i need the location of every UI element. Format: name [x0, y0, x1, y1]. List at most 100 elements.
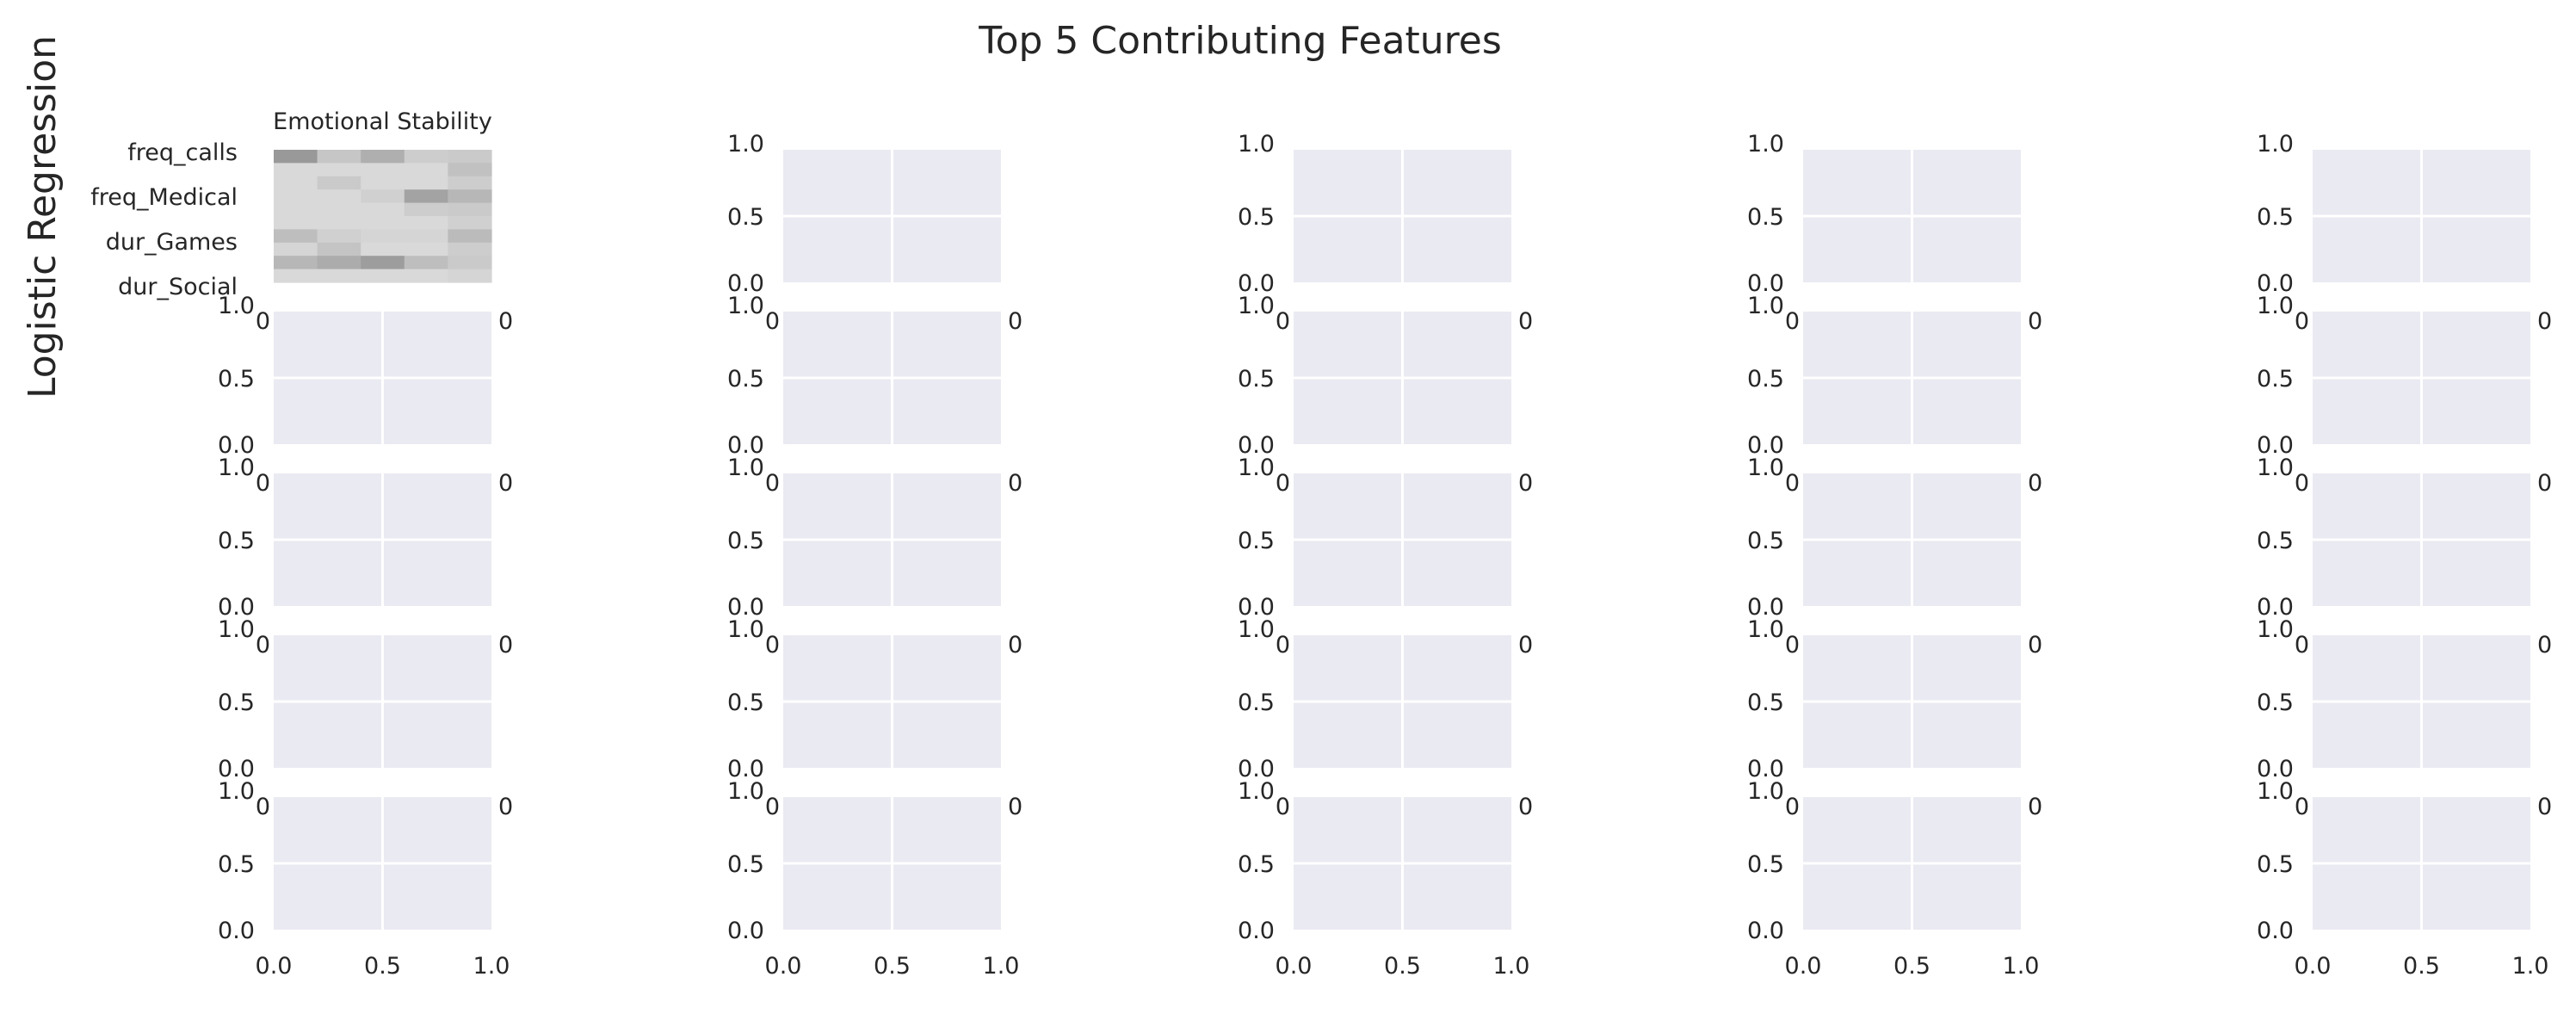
heatmap-cell	[404, 229, 448, 244]
heatmap-cell	[404, 150, 448, 164]
x-tick-label-truncated: 0	[498, 632, 513, 658]
y-tick-label: 0.5	[727, 366, 764, 393]
y-tick-label: 1.0	[2257, 293, 2294, 319]
y-tick-label: 0.5	[1747, 851, 1784, 878]
heatmap-cell	[448, 269, 492, 283]
panel-r3-c5: 0.00.51.00 0	[2257, 454, 2552, 621]
panel-r1-c2: 0.0 0.5 1.0	[727, 131, 1001, 297]
heatmap-cell	[448, 216, 492, 230]
heatmap-y-tick-label: dur_Social	[118, 274, 238, 300]
heatmap-cell	[404, 176, 448, 190]
heatmap-cell	[361, 189, 405, 204]
x-tick-label-truncated: 0	[1008, 308, 1022, 335]
x-tick-label-truncated: 0	[1785, 794, 1800, 820]
panel-r4-c4: 0.00.51.00 0	[1747, 616, 2042, 782]
x-tick-label: 1.0	[2512, 953, 2549, 980]
y-tick-label: 0.0	[2257, 270, 2294, 297]
y-tick-label: 0.0	[1238, 918, 1275, 944]
x-tick-label-truncated: 0	[1518, 794, 1533, 820]
x-tick-label-truncated: 0	[2295, 308, 2309, 335]
heatmap-cell	[404, 216, 448, 230]
y-tick-label: 1.0	[1238, 616, 1275, 643]
x-tick-label: 0.5	[364, 953, 401, 980]
x-tick-label-truncated: 0	[765, 470, 780, 497]
y-tick-label: 1.0	[727, 454, 764, 481]
heatmap-cell	[274, 269, 318, 283]
y-tick-label: 0.0	[218, 918, 255, 944]
y-tick-label: 1.0	[2257, 131, 2294, 158]
y-tick-label: 0.5	[1747, 689, 1784, 716]
heatmap-title: Emotional Stability	[273, 108, 492, 135]
heatmap-cell	[404, 163, 448, 177]
heatmap-cell	[274, 189, 318, 204]
y-tick-label: 0.5	[2257, 528, 2294, 554]
x-tick-label-truncated: 0	[1518, 470, 1533, 497]
panel-r5-c3: 0.00.51.00 00.0 0.5 1.0	[1238, 778, 1533, 980]
x-tick-label-truncated: 0	[2028, 794, 2042, 820]
heatmap-cell	[317, 256, 361, 270]
heatmap-cell	[274, 150, 318, 164]
x-tick-label-truncated: 0	[256, 632, 270, 658]
y-tick-label: 0.0	[727, 432, 764, 459]
y-tick-label: 1.0	[727, 293, 764, 319]
x-tick-label-truncated: 0	[2537, 632, 2552, 658]
panel-r4-c2: 0.00.51.00 0	[727, 616, 1022, 782]
heatmap-cell	[404, 189, 448, 204]
x-tick-label: 0.5	[1384, 953, 1421, 980]
y-tick-label: 0.5	[2257, 204, 2294, 231]
heatmap-cell	[274, 216, 318, 230]
y-tick-label: 0.0	[727, 270, 764, 297]
y-tick-label: 1.0	[1238, 131, 1275, 158]
heatmap-cell	[448, 256, 492, 270]
y-tick-label: 0.0	[1238, 756, 1275, 782]
heatmap-cell	[317, 269, 361, 283]
y-tick-label: 0.0	[1747, 432, 1784, 459]
heatmap-cell	[274, 176, 318, 190]
x-tick-label-truncated: 0	[1008, 632, 1022, 658]
x-tick-label-truncated: 0	[2028, 308, 2042, 335]
heatmap-cell	[317, 176, 361, 190]
y-tick-label: 0.0	[727, 756, 764, 782]
x-tick-label-truncated: 0	[2295, 794, 2309, 820]
panel-r4-c5: 0.00.51.00 0	[2257, 616, 2552, 782]
x-tick-label-truncated: 0	[256, 794, 270, 820]
y-tick-label: 1.0	[2257, 454, 2294, 481]
heatmap-cell	[361, 216, 405, 230]
y-tick-label: 0.5	[218, 689, 255, 716]
y-tick-label: 0.0	[1747, 594, 1784, 621]
heatmap-cell	[448, 242, 492, 257]
heatmap-cell	[404, 202, 448, 217]
y-tick-label: 1.0	[1747, 293, 1784, 319]
y-tick-label: 0.5	[218, 528, 255, 554]
panel-r3-c4: 0.00.51.00 0	[1747, 454, 2042, 621]
heatmap-cell	[317, 229, 361, 244]
x-tick-label: 0.5	[1893, 953, 1930, 980]
x-tick-label-truncated: 0	[1518, 632, 1533, 658]
x-tick-label: 1.0	[473, 953, 510, 980]
y-tick-label: 1.0	[727, 778, 764, 805]
heatmap-cell	[361, 176, 405, 190]
x-tick-label: 0.0	[1276, 953, 1313, 980]
y-tick-label: 1.0	[1238, 293, 1275, 319]
x-tick-label-truncated: 0	[2295, 632, 2309, 658]
x-tick-label-truncated: 0	[498, 470, 513, 497]
y-tick-label: 0.5	[218, 366, 255, 393]
y-tick-label: 0.5	[1238, 528, 1275, 554]
heatmap-cell	[274, 242, 318, 257]
y-tick-label: 1.0	[1238, 454, 1275, 481]
y-tick-label: 0.5	[1747, 366, 1784, 393]
x-tick-label-truncated: 0	[765, 308, 780, 335]
x-tick-label-truncated: 0	[1276, 632, 1290, 658]
y-tick-label: 0.0	[1747, 918, 1784, 944]
panel-r4-c1: 0.00.51.00 0	[218, 616, 513, 782]
heatmap-cell	[361, 256, 405, 270]
y-tick-label: 1.0	[2257, 616, 2294, 643]
panel-r5-c5: 0.00.51.00 00.0 0.5 1.0	[2257, 778, 2552, 980]
x-tick-label: 0.5	[874, 953, 911, 980]
x-tick-label-truncated: 0	[498, 308, 513, 335]
x-tick-label-truncated: 0	[1785, 308, 1800, 335]
x-tick-label: 1.0	[983, 953, 1020, 980]
panel-r3-c1: 0.00.51.00 0	[218, 454, 513, 621]
x-tick-label-truncated: 0	[2295, 470, 2309, 497]
